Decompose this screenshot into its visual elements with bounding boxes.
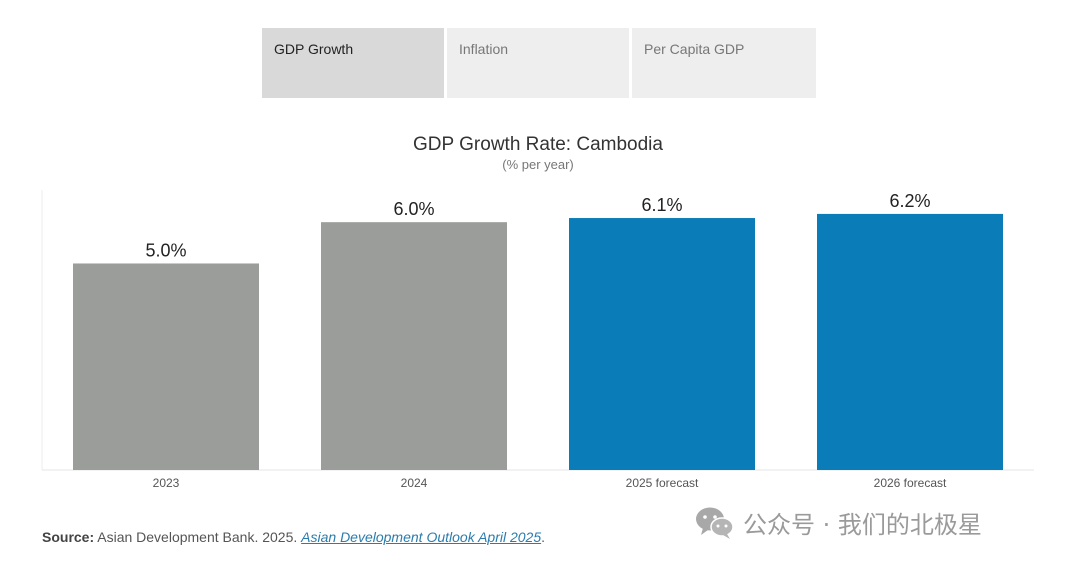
bar-2025-forecast[interactable]: [569, 218, 755, 470]
source-note: Source: Asian Development Bank. 2025. As…: [42, 529, 545, 545]
chart-subtitle: (% per year): [502, 157, 574, 172]
bar-value-label: 5.0%: [145, 240, 186, 260]
bars-group: 5.0% 2023 6.0% 2024 6.1% 2025 forecast 6.2% 202…: [73, 191, 1003, 490]
bar-chart: 5.0% 2023 6.0% 2024 6.1% 2025 forecast 6.2% 202…: [41, 190, 1034, 490]
bar-value-label: 6.2%: [889, 191, 930, 211]
wechat-icon: [696, 507, 734, 539]
tab-inflation[interactable]: Inflation: [447, 28, 629, 98]
x-tick-label: 2023: [153, 476, 180, 490]
tab-gdp-growth[interactable]: GDP Growth: [262, 28, 444, 98]
watermark-text: 公众号 · 我们的北极星: [743, 510, 982, 539]
source-label: Source:: [42, 529, 95, 545]
x-tick-label: 2024: [401, 476, 428, 490]
source-end: .: [541, 529, 545, 545]
watermark: 公众号 · 我们的北极星: [695, 503, 982, 541]
bar-value-label: 6.0%: [393, 199, 434, 219]
x-tick-label: 2025 forecast: [626, 476, 699, 490]
bar-2023[interactable]: [73, 263, 259, 470]
tab-bar: GDP Growth Inflation Per Capita GDP: [262, 28, 816, 98]
tab-per-capita-gdp[interactable]: Per Capita GDP: [632, 28, 816, 98]
chart-title: GDP Growth Rate: Cambodia: [413, 134, 663, 155]
source-link[interactable]: Asian Development Outlook April 2025: [301, 529, 542, 545]
bar-value-label: 6.1%: [641, 195, 682, 215]
bar-2024[interactable]: [321, 222, 507, 470]
x-tick-label: 2026 forecast: [874, 476, 947, 490]
source-text: Asian Development Bank. 2025.: [94, 529, 302, 545]
bar-2026-forecast[interactable]: [817, 213, 1003, 471]
